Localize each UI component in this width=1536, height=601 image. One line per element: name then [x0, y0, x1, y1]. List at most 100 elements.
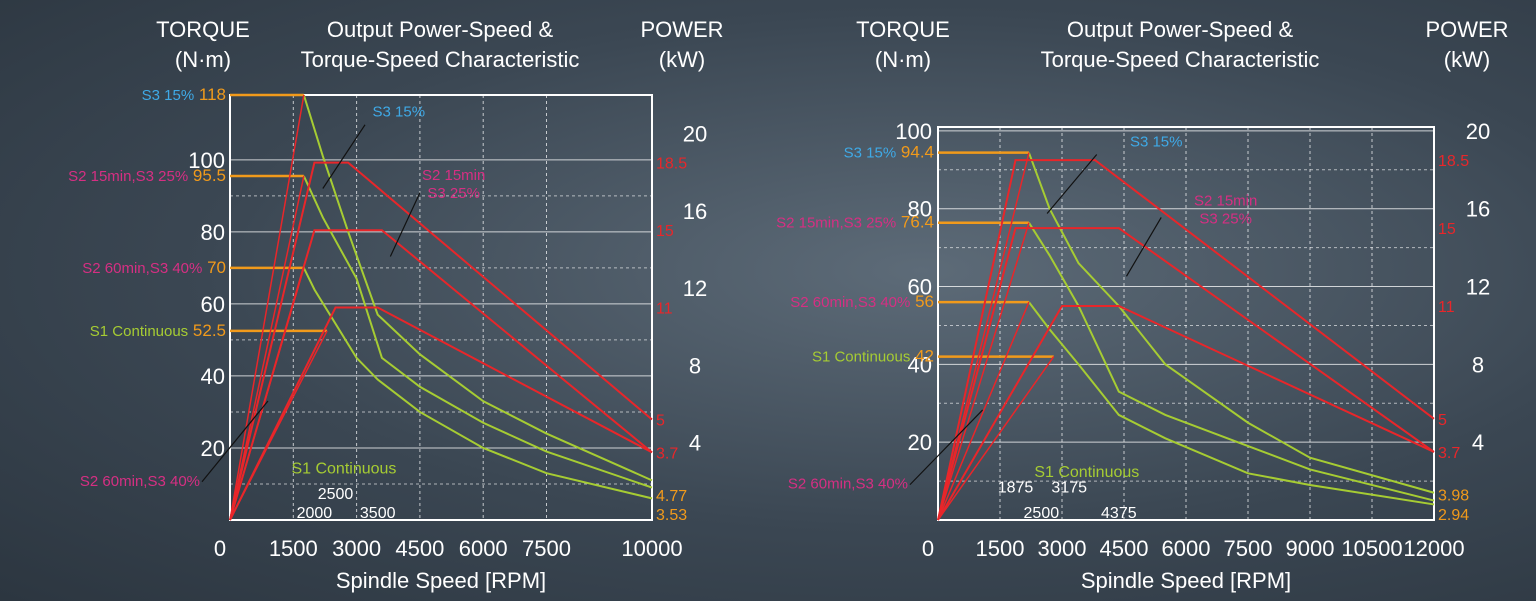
chart-title-line2: Torque-Speed Characteristic	[301, 47, 580, 72]
torque-curve	[302, 175, 653, 489]
power-value-label: 2.94	[1438, 507, 1469, 524]
x-tick-label: 6000	[1162, 536, 1211, 561]
power-value-label: 15	[1438, 221, 1456, 238]
power-axis-unit: (kW)	[659, 47, 705, 72]
torque-mode-label: S2 15min,S3 25% 95.5	[68, 166, 226, 185]
power-ramp	[937, 152, 1030, 521]
torque-mode-value: 118	[194, 85, 226, 104]
power-value-label: 5	[656, 413, 665, 430]
power-axis-title: POWER	[640, 17, 723, 42]
power-value-label: 15	[656, 223, 674, 240]
annotation-s2-15-line2: S3 25%	[1199, 211, 1252, 228]
torque-mode-label: S1 Continuous 52.5	[90, 321, 226, 340]
x-tick-label: 1500	[269, 536, 318, 561]
power-tick-label: 20	[1466, 119, 1490, 144]
torque-axis-title: TORQUE	[856, 17, 950, 42]
torque-tick-label: 60	[908, 275, 932, 300]
x-tick-label: 4500	[395, 536, 444, 561]
power-value-label: 11	[656, 301, 673, 318]
x-tick-label: 7500	[522, 536, 571, 561]
torque-curve	[1028, 222, 1435, 502]
torque-mode-name: S2 15min,S3 25%	[68, 168, 188, 185]
annotation-s2-60: S2 60min,S3 40%	[80, 473, 200, 490]
torque-mode-name: S3 15%	[844, 145, 897, 162]
x-tick-label: 0	[214, 536, 226, 561]
x-axis-label: Spindle Speed [RPM]	[336, 568, 546, 593]
power-ramp	[937, 301, 1030, 521]
plot-frame	[937, 126, 1435, 521]
power-value-label: 3.53	[656, 507, 687, 524]
annotation-arrow-s2	[389, 192, 421, 257]
annotation-s1: S1 Continuous	[291, 460, 396, 477]
annotation-s3: S3 15%	[373, 103, 426, 120]
speed-label: 3500	[360, 505, 396, 522]
power-curve	[937, 227, 1435, 521]
x-tick-label: 3000	[332, 536, 381, 561]
x-tick-label: 12000	[1403, 536, 1464, 561]
power-ramp	[229, 330, 328, 521]
torque-mode-value: 52.5	[188, 321, 226, 340]
x-tick-label: 9000	[1286, 536, 1335, 561]
power-value-label: 4.77	[656, 488, 687, 505]
power-tick-label: 16	[1466, 197, 1490, 222]
speed-label: 2500	[318, 486, 354, 503]
power-tick-label: 20	[683, 122, 707, 147]
power-ramp	[229, 267, 305, 521]
power-tick-label: 4	[1472, 430, 1484, 455]
x-tick-label: 0	[922, 536, 934, 561]
annotation-s2-15-line2: S3 25%	[427, 185, 480, 202]
torque-mode-label: S3 15% 118	[142, 85, 226, 104]
torque-mode-value: 42	[910, 347, 934, 366]
torque-tick-label: 20	[908, 430, 932, 455]
annotation-s2-15-line1: S2 15min	[1194, 193, 1257, 210]
annotation-arrow-s3	[322, 124, 366, 189]
torque-tick-label: 40	[908, 352, 932, 377]
torque-axis-title: TORQUE	[156, 17, 250, 42]
annotation-arrow-s2	[1125, 217, 1162, 277]
torque-mode-label: S3 15% 94.4	[844, 143, 934, 162]
x-tick-label: 7500	[1224, 536, 1273, 561]
x-tick-label: 10500	[1341, 536, 1402, 561]
x-tick-label: 6000	[459, 536, 508, 561]
torque-mode-name: S1 Continuous	[812, 349, 910, 366]
torque-mode-name: S3 15%	[142, 87, 195, 104]
power-curve	[937, 159, 1435, 521]
power-value-label: 11	[1438, 299, 1455, 316]
x-tick-label: 4500	[1100, 536, 1149, 561]
torque-mode-value: 70	[202, 258, 226, 277]
torque-tick-label: 100	[895, 119, 932, 144]
torque-tick-label: 40	[201, 364, 225, 389]
annotation-arrow-s3	[1046, 154, 1098, 214]
x-tick-label: 3000	[1038, 536, 1087, 561]
torque-mode-value: 94.4	[896, 143, 934, 162]
power-ramp	[229, 94, 305, 521]
x-tick-label: 1500	[976, 536, 1025, 561]
torque-curve	[1027, 152, 1435, 494]
power-ramp	[937, 356, 1055, 521]
power-value-label: 3.98	[1438, 488, 1469, 505]
power-ramp	[937, 222, 1030, 521]
power-value-label: 18.5	[1438, 153, 1469, 170]
torque-mode-name: S2 15min,S3 25%	[776, 215, 896, 232]
x-tick-label: 10000	[621, 536, 682, 561]
torque-mode-label: S2 60min,S3 40% 70	[82, 258, 226, 277]
speed-label: 4375	[1101, 505, 1137, 522]
power-value-label: 3.7	[656, 445, 678, 462]
torque-tick-label: 100	[188, 148, 225, 173]
torque-curve	[1028, 301, 1435, 506]
annotation-arrow-s2-60	[909, 409, 984, 486]
torque-axis-unit: (N·m)	[175, 47, 231, 72]
speed-label: 3175	[1051, 479, 1087, 496]
torque-curve	[302, 94, 653, 482]
power-tick-label: 4	[689, 431, 701, 456]
chart-title-line1: Output Power-Speed &	[327, 17, 554, 42]
torque-tick-label: 60	[201, 292, 225, 317]
power-curve	[229, 161, 653, 521]
annotation-s1: S1 Continuous	[1034, 464, 1139, 481]
torque-mode-value: 76.4	[896, 213, 934, 232]
power-value-label: 18.5	[656, 156, 687, 173]
power-ramp	[229, 175, 305, 521]
torque-tick-label: 80	[201, 220, 225, 245]
power-tick-label: 8	[689, 353, 701, 378]
